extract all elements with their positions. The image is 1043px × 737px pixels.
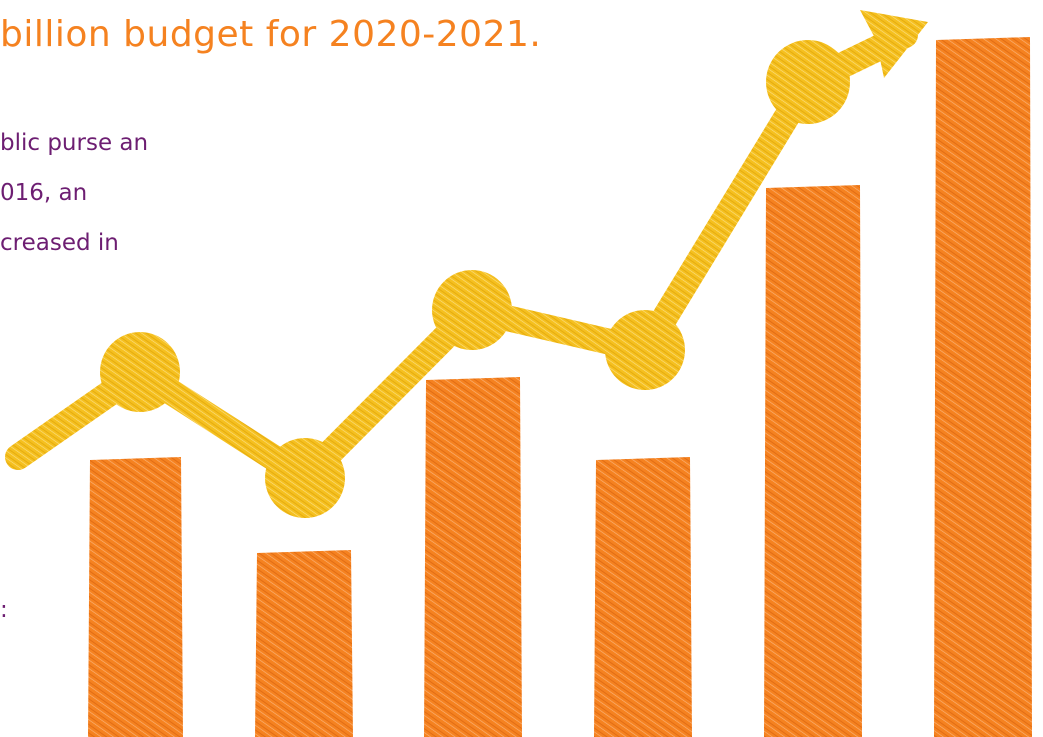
body-text-fragment: : [0,597,8,623]
trend-point [432,270,512,350]
bar [934,37,1032,737]
bar [424,377,522,737]
trend-line [5,10,928,518]
bar [594,457,692,737]
bar [255,550,353,737]
bars [88,37,1032,737]
trend-point [265,438,345,518]
trend-point [100,332,180,412]
body-text-line: 016, an [0,180,88,206]
arrow-head-icon [860,10,928,78]
trend-point [605,310,685,390]
bar [88,457,183,737]
trend-point [766,40,850,124]
body-text-line: blic purse an [0,130,149,156]
bar [764,185,862,737]
headline: billion budget for 2020-2021. [0,14,542,55]
body-text-line: creased in [0,230,119,256]
